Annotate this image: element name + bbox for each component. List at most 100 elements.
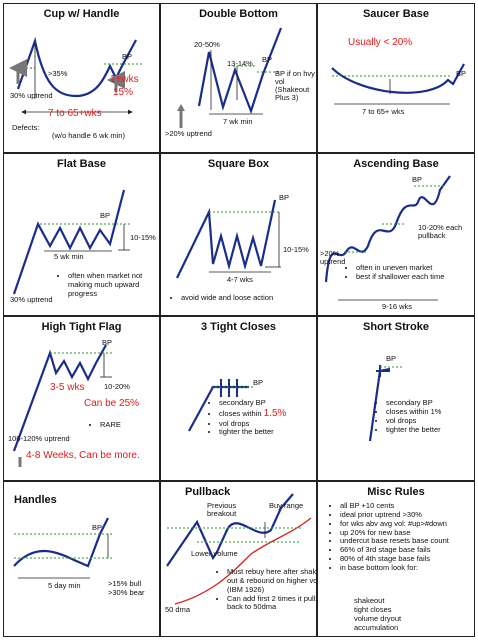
flat-base-pct: 10-15%: [130, 233, 156, 242]
short-stroke-note-1: secondary BP: [386, 398, 474, 408]
flat-base-notes: often when market not making much upward…: [58, 271, 159, 299]
square-box-note: avoid wide and loose action: [181, 293, 316, 303]
short-stroke-diagram: [368, 365, 404, 442]
misc-rule: 66% of 3rd stage base fails: [340, 545, 474, 555]
square-box-notes: avoid wide and loose action: [171, 293, 316, 303]
ttc-note-1: secondary BP: [219, 398, 316, 408]
cup-title: Cup w/ Handle: [43, 8, 120, 20]
misc-rule: up 20% for new base: [340, 528, 474, 538]
htf-weeks-note: 4-8 Weeks, Can be more.: [26, 450, 140, 461]
misc-lookfor-list: shakeout tight closes volume dryout accu…: [330, 596, 474, 632]
saucer-usually: Usually < 20%: [348, 37, 413, 48]
square-box-title: Square Box: [207, 158, 270, 170]
pullback-diagram: [166, 493, 312, 605]
handles-bull: >15% bull: [108, 579, 142, 588]
flat-base-duration: 5 wk min: [54, 252, 84, 261]
misc-rules-title: Misc Rules: [367, 486, 425, 498]
chart-patterns-grid: Cup w/ Handle BP >35% 30% uptrend 1+wks …: [3, 3, 475, 637]
double-bottom-middle: 13-14%: [227, 59, 253, 68]
saucer-duration: 7 to 65+ wks: [362, 107, 405, 116]
three-tight-closes-panel: 3 Tight Closes BP secondary BP closes wi…: [160, 316, 317, 481]
cup-handle-min: (w/o handle 6 wk min): [52, 131, 125, 140]
ascending-base-diagram: [324, 175, 451, 301]
square-box-bp: BP: [279, 193, 290, 202]
ttc-note-2: closes within 1.5%: [219, 408, 316, 420]
saucer-base-diagram: [331, 63, 465, 105]
htf-pct: 10-20%: [104, 382, 130, 391]
misc-rule: ideal prior uptrend >30%: [340, 510, 474, 520]
ascending-note-1: often in uneven market: [356, 263, 474, 273]
flat-base-panel: Flat Base BP 10-15% 5 wk min 30% uptrend…: [3, 153, 160, 316]
short-stroke-note-3: vol drops: [386, 416, 474, 426]
misc-rule: in base bottom look for:: [340, 563, 474, 573]
misc-lookfor-item: volume dryout: [354, 613, 402, 623]
square-box-panel: Square Box BP 10-15% 4-7 wks avoid wide …: [160, 153, 317, 316]
cup-with-handle-diagram: [9, 36, 144, 115]
pullback-buy-range: Buy range: [269, 501, 304, 510]
handles-duration: 5 day min: [48, 581, 81, 590]
ttc-title: 3 Tight Closes: [201, 321, 276, 333]
htf-notes: RARE: [90, 420, 159, 430]
pullback-prev-breakout: Previous breakout: [207, 501, 237, 518]
cup-bp-label: BP: [122, 52, 133, 61]
ttc-note-3: vol drops: [219, 419, 316, 429]
htf-rare: RARE: [100, 420, 159, 430]
saucer-base-panel: Saucer Base Usually < 20% BP 7 to 65+ wk…: [317, 3, 475, 153]
short-stroke-panel: Short Stroke BP secondary BP closes with…: [317, 316, 475, 481]
htf-bp: BP: [102, 338, 113, 347]
pullback-note-2: Can add first 2 times it pulls back to 5…: [227, 594, 316, 613]
cup-with-handle-panel: Cup w/ Handle BP >35% 30% uptrend 1+wks …: [3, 3, 160, 153]
ascending-base-bp: BP: [412, 175, 423, 184]
misc-rule: all BP +10 cents: [340, 501, 474, 511]
flat-base-diagram: [12, 189, 130, 295]
pullback-dma: 50 dma: [165, 605, 191, 614]
ascending-base-pullback: 10-20% each pullback: [418, 223, 463, 240]
three-tight-closes-diagram: [188, 379, 253, 432]
ttc-bp: BP: [253, 378, 264, 387]
misc-lookfor-item: accumulation: [354, 622, 399, 632]
htf-uptrend: 100-120% uptrend: [8, 434, 70, 443]
pullback-lower-volume: Lower volume: [191, 549, 238, 558]
double-bottom-diagram: [177, 27, 283, 128]
flat-base-note: often when market not making much upward…: [68, 271, 159, 299]
cup-handle-weeks: 1+wks: [110, 74, 139, 85]
cup-defects-label: Defects:: [12, 123, 40, 132]
short-stroke-notes: secondary BP closes within 1% vol drops …: [376, 398, 474, 435]
handles-bp: BP: [92, 523, 103, 532]
double-bottom-panel: Double Bottom 20-50% 13-14% BP BP if on …: [160, 3, 317, 153]
cup-handle-pct: 15%: [113, 87, 134, 98]
double-bottom-bp: BP: [262, 55, 273, 64]
htf-can-be: Can be 25%: [84, 398, 140, 409]
ascending-base-uptrend: >20% uptrend: [320, 249, 346, 266]
square-box-diagram: [176, 199, 281, 279]
cup-uptrend-label: 30% uptrend: [10, 91, 53, 100]
pullback-title: Pullback: [185, 486, 231, 498]
misc-rule: undercut base resets base count: [340, 537, 474, 546]
flat-base-title: Flat Base: [57, 158, 106, 170]
high-tight-flag-diagram: [12, 344, 114, 467]
misc-lookfor-item: shakeout: [354, 596, 385, 605]
double-bottom-uptrend: >20% uptrend: [165, 129, 212, 138]
misc-rule: for wks abv avg vol: #up>#down: [340, 519, 474, 529]
short-stroke-bp: BP: [386, 354, 397, 363]
flat-base-uptrend: 30% uptrend: [10, 295, 53, 304]
ascending-base-duration: 9-16 wks: [382, 302, 413, 311]
ascending-base-panel: Ascending Base BP 10-20% each pullback >…: [317, 153, 475, 316]
misc-rule: 80% of 4th stage base fails: [340, 554, 474, 564]
short-stroke-note-4: tighter the better: [386, 425, 474, 435]
cup-duration: 7 to 65+wks: [48, 108, 102, 119]
misc-lookfor-item: tight closes: [354, 604, 392, 614]
square-box-duration: 4-7 wks: [227, 275, 253, 284]
htf-weeks: 3-5 wks: [50, 382, 85, 393]
ascending-base-title: Ascending Base: [353, 158, 439, 170]
double-bottom-bp-note: BP if on hvy vol (Shakeout Plus 3): [275, 69, 315, 102]
flat-base-bp: BP: [100, 211, 111, 220]
ttc-note-4: tighter the better: [219, 428, 316, 437]
misc-rules-panel: Misc Rules all BP +10 cents ideal prior …: [317, 481, 475, 637]
cup-depth-label: >35%: [48, 69, 68, 78]
double-bottom-title: Double Bottom: [199, 8, 278, 20]
saucer-bp: BP: [456, 69, 467, 78]
ttc-note-2-text: closes within: [219, 408, 264, 418]
double-bottom-depth: 20-50%: [194, 40, 220, 49]
handles-panel: Handles BP 5 day min >15% bull >30% bear: [3, 481, 160, 637]
